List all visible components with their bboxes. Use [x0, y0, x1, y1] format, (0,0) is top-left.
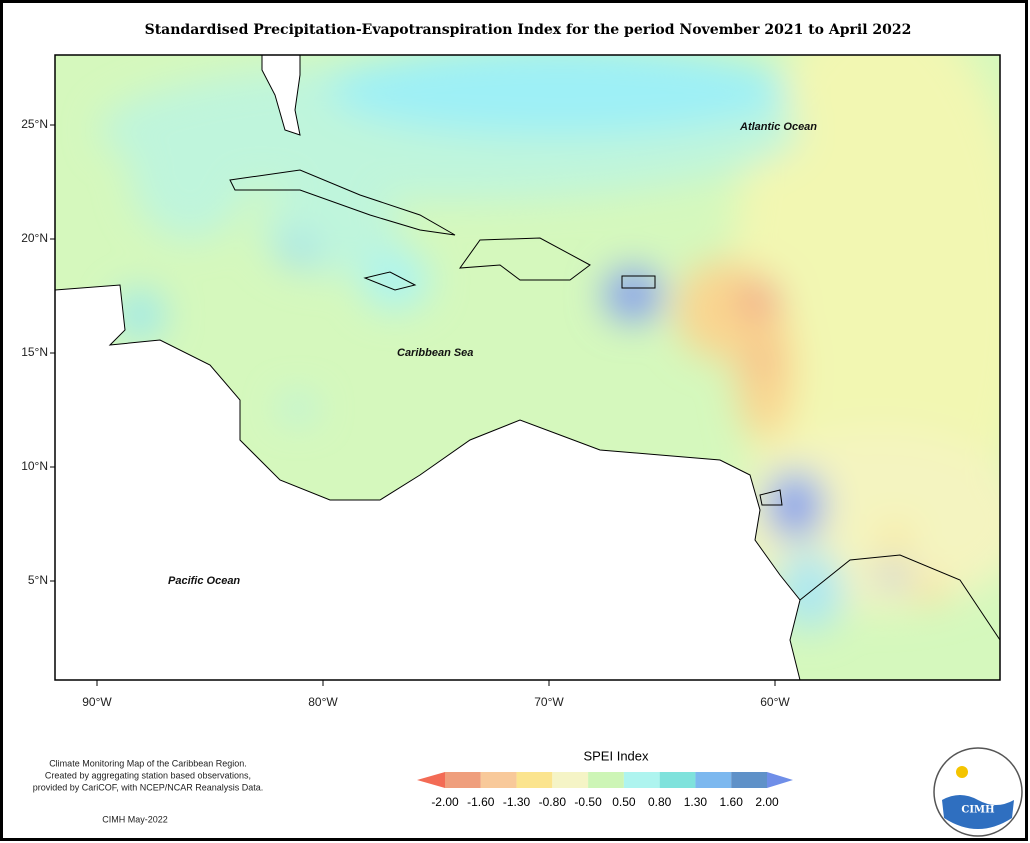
credit: CIMH May-2022: [102, 814, 168, 824]
lon-tick-label: 60°W: [760, 695, 790, 709]
legend: -2.00 -1.60 -1.30 -0.80 -0.50 0.50 0.80 1.30 1.6…: [417, 772, 793, 809]
lat-tick-label: 25°N: [21, 117, 48, 131]
legend-label: -1.30: [503, 795, 531, 809]
footnote-line: Climate Monitoring Map of the Caribbean …: [49, 758, 247, 768]
logo-text: CIMH: [961, 805, 994, 816]
legend-label: -2.00: [431, 795, 459, 809]
puerto-rico: [621, 275, 656, 289]
legend-swatch: [445, 772, 481, 788]
legend-label: -1.60: [467, 795, 495, 809]
legend-label: 1.60: [720, 795, 744, 809]
ocean-label: Caribbean Sea: [397, 347, 473, 359]
trinidad: [759, 489, 783, 506]
ocean-label: Pacific Ocean: [168, 575, 240, 587]
axes: 25°N 20°N 15°N 10°N 5°N 90°W 80°W 70°W 60°W: [21, 117, 790, 709]
footnote: Climate Monitoring Map of the Caribbean …: [33, 758, 264, 792]
lat-tick-label: 20°N: [21, 231, 48, 245]
hispaniola: [458, 237, 591, 281]
lat-tick-label: 15°N: [21, 345, 48, 359]
legend-swatch: [731, 772, 767, 788]
guianas-border: [799, 554, 1000, 641]
legend-label: 2.00: [755, 795, 779, 809]
legend-label: 0.80: [648, 795, 672, 809]
lon-tick-label: 80°W: [308, 695, 338, 709]
legend-swatch: [480, 772, 517, 788]
lat-tick-label: 10°N: [21, 459, 48, 473]
legend-label: -0.50: [574, 795, 602, 809]
logo: CIMH: [933, 747, 1023, 837]
legend-swatch: [516, 772, 553, 788]
legend-swatch: [588, 772, 624, 788]
logo-waves: [942, 795, 1014, 829]
legend-swatch: [659, 772, 696, 788]
legend-arrow: [767, 772, 793, 788]
legend-swatch: [552, 772, 589, 788]
title: Standardised Precipitation-Evapotranspir…: [145, 22, 912, 38]
legend-title: SPEI Index: [583, 748, 649, 763]
legend-label: -0.80: [539, 795, 567, 809]
legend-swatch: [623, 772, 660, 788]
jamaica: [363, 271, 417, 291]
logo-sun: [956, 766, 968, 778]
legend-arrow: [417, 772, 445, 788]
legend-label: 0.50: [612, 795, 636, 809]
ocean-label: Atlantic Ocean: [739, 121, 817, 133]
map-border: [54, 54, 1001, 681]
florida: [261, 55, 301, 136]
legend-label: 1.30: [684, 795, 708, 809]
lon-tick-label: 70°W: [534, 695, 564, 709]
lon-tick-label: 90°W: [82, 695, 112, 709]
footnote-line: Created by aggregating station based obs…: [45, 770, 251, 780]
map: Atlantic Ocean Caribbean Sea Pacific Oce…: [55, 55, 1000, 680]
legend-swatch: [695, 772, 732, 788]
land: [55, 284, 801, 680]
cuba: [229, 169, 456, 236]
footnote-line: provided by CariCOF, with NCEP/NCAR Rean…: [33, 782, 264, 792]
lat-tick-label: 5°N: [28, 573, 48, 587]
